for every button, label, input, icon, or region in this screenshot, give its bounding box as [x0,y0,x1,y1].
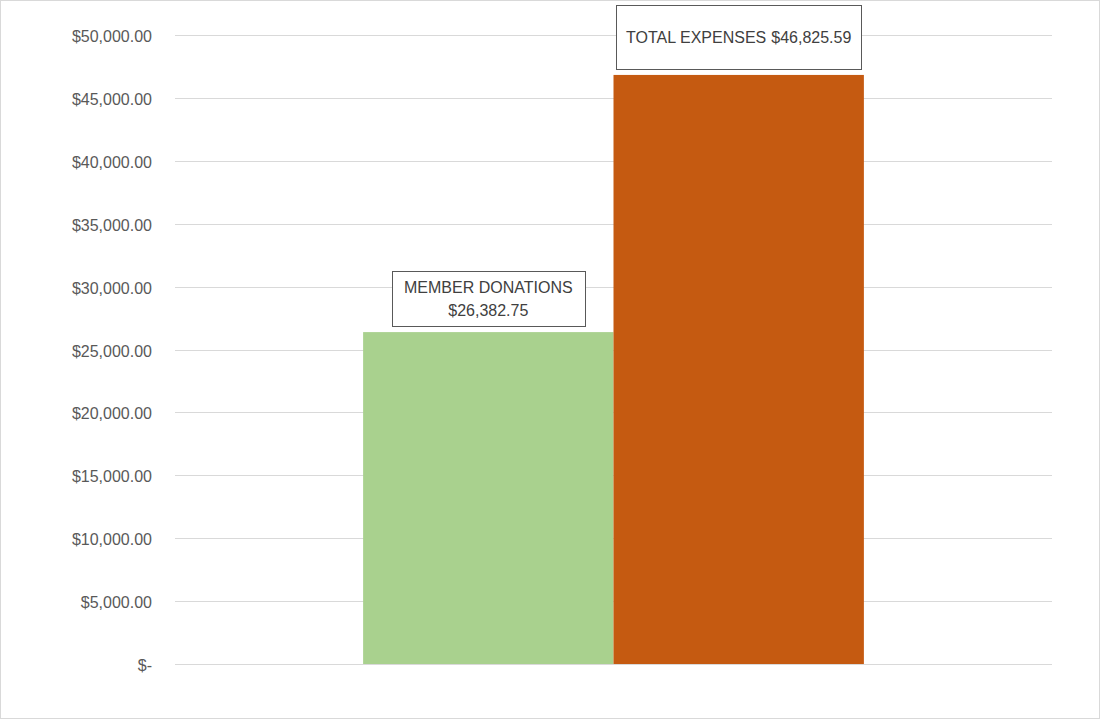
data-label-box [617,6,862,70]
data-labels: MEMBER DONATIONS $26,382.75 TOTAL EXPENSES… [393,6,862,327]
bar [363,332,613,664]
y-tick-label: $15,000.00 [72,468,152,485]
chart-frame [1,1,1100,719]
y-tick-label: $10,000.00 [72,531,152,548]
y-tick-label: $20,000.00 [72,405,152,422]
y-tick-label: $50,000.00 [72,28,152,45]
bars [363,75,864,664]
y-tick-label: $5,000.00 [81,594,152,611]
y-tick-label: $35,000.00 [72,217,152,234]
y-tick-label: $- [138,657,152,674]
data-label-value: $46,825.59 [771,29,851,46]
bar [614,75,864,664]
chart: $- $5,000.00 $10,000.00 $15,000.00 $20,000.0… [0,0,1100,719]
data-label-box [393,272,586,327]
y-tick-label: $25,000.00 [72,343,152,360]
grid [175,36,1052,665]
y-tick-label: $45,000.00 [72,91,152,108]
data-label-category: MEMBER DONATIONS [404,279,573,296]
grid-line [175,35,1052,36]
data-label-category: TOTAL EXPENSES [626,29,766,46]
grid-line [175,664,1052,665]
y-tick-label: $30,000.00 [72,280,152,297]
data-label-value: $26,382.75 [448,302,528,319]
y-tick-label: $40,000.00 [72,154,152,171]
